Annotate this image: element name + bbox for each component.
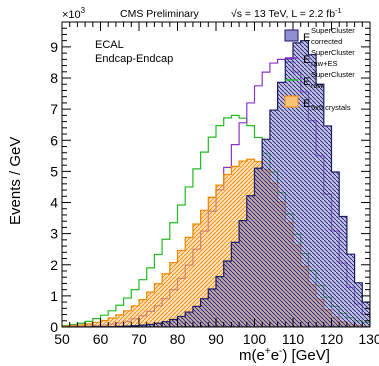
y-tick-label: 3 — [50, 226, 58, 242]
legend-sub: 5x5 crystals — [311, 103, 351, 112]
x-tick-label: 110 — [282, 331, 305, 347]
x-label-part-4: ) [GeV] — [282, 347, 330, 364]
y-tick-label: 7 — [50, 101, 58, 117]
y-tick-label: 9 — [50, 39, 58, 55]
annotation-ecal: ECAL — [95, 39, 124, 51]
header-left: CMS Preliminary — [120, 8, 200, 20]
legend-label: E — [303, 76, 310, 88]
y-tick-label: 1 — [50, 288, 58, 304]
legend-sup: SuperCluster — [311, 48, 355, 57]
y-multiplier-exp: 3 — [81, 6, 86, 15]
x-label-part-0: m(e — [239, 347, 265, 364]
x-label-part-3: - — [279, 346, 282, 357]
legend-label: E — [303, 32, 310, 44]
header-right: √s = 13 TeV, L = 2.2 fb-1 — [231, 6, 342, 20]
x-tick-label: 120 — [320, 331, 344, 347]
y-multiplier-base: ×10 — [62, 9, 81, 21]
legend-sub: raw+ES — [311, 59, 337, 68]
legend-label: E — [303, 54, 310, 66]
header-right-main: √s = 13 TeV, L = 2.2 fb — [231, 8, 335, 20]
series-2-line — [62, 40, 370, 327]
y-tick-label: 4 — [50, 195, 58, 211]
legend-swatch — [284, 29, 299, 42]
x-tick-label: 130 — [358, 331, 379, 347]
y-tick-label: 5 — [50, 163, 58, 179]
legend-sub: raw — [311, 81, 324, 90]
x-tick-label: 70 — [131, 331, 147, 347]
y-multiplier: ×103 — [62, 6, 86, 21]
annotation-endcap: Endcap-Endcap — [95, 53, 173, 65]
x-tick-label: 60 — [93, 331, 109, 347]
header-right-sup: -1 — [335, 6, 342, 15]
x-label-part-2: e — [271, 347, 279, 364]
legend-sup: SuperCluster — [311, 70, 355, 79]
y-tick-label: 6 — [50, 132, 58, 148]
x-tick-label: 80 — [170, 331, 186, 347]
y-axis-label: Events / GeV — [7, 137, 24, 225]
legend: ESuperClustercorrectedESuperClusterraw+E… — [284, 26, 355, 112]
x-tick-label: 50 — [54, 331, 70, 347]
legend-swatch — [284, 95, 299, 108]
x-label-part-1: + — [265, 346, 271, 357]
legend-label: E — [303, 98, 310, 110]
legend-sup: SuperCluster — [311, 26, 355, 35]
y-tick-label: 8 — [50, 70, 58, 86]
x-axis-label: m(e+e-) [GeV] — [239, 346, 330, 364]
legend-sub: corrected — [311, 37, 342, 46]
y-tick-label: 0 — [50, 319, 58, 335]
x-tick-label: 90 — [208, 331, 224, 347]
y-tick-label: 2 — [50, 257, 58, 273]
x-tick-label: 100 — [243, 331, 267, 347]
legend-entry-5x5-crystals: E 5x5 crystals — [284, 95, 351, 112]
